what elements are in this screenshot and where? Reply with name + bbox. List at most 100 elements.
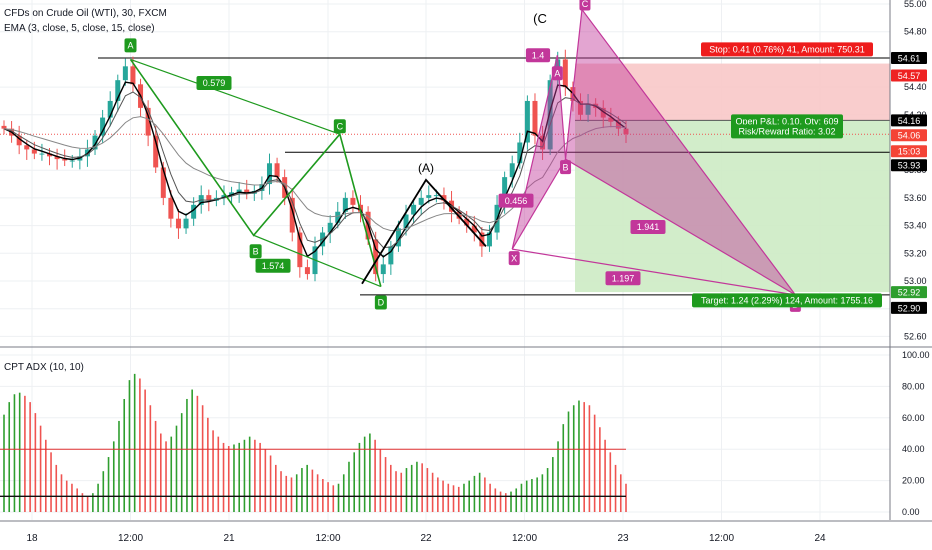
- candle[interactable]: [1, 125, 7, 129]
- point-label-c[interactable]: C: [337, 121, 344, 131]
- candle[interactable]: [69, 160, 75, 162]
- candle[interactable]: [532, 100, 538, 136]
- point-label-b2[interactable]: B: [563, 162, 569, 172]
- candle[interactable]: [168, 197, 174, 219]
- point-label-c2-box: [579, 0, 591, 11]
- abcd-ratio-line-ac: [130, 58, 341, 135]
- candle[interactable]: [175, 218, 181, 229]
- candle[interactable]: [54, 156, 60, 160]
- point-label-c2[interactable]: C: [582, 0, 589, 9]
- candle[interactable]: [153, 135, 159, 168]
- ratio-label-1941[interactable]: 1.941: [637, 222, 660, 232]
- target-label[interactable]: Target: 1.24 (2.29%) 124, Amount: 1755.1…: [701, 296, 873, 306]
- abcd-pattern-line[interactable]: [129, 58, 382, 287]
- candle[interactable]: [411, 204, 417, 215]
- candle[interactable]: [608, 117, 614, 122]
- candle[interactable]: [342, 197, 348, 212]
- candle[interactable]: [335, 211, 341, 223]
- candle[interactable]: [107, 100, 113, 118]
- wave-label-a[interactable]: (A): [418, 161, 434, 175]
- candle[interactable]: [479, 232, 485, 247]
- risk-reward-label-box: [731, 124, 843, 139]
- candle[interactable]: [403, 214, 409, 229]
- candle[interactable]: [229, 192, 235, 196]
- wave-abc-line[interactable]: [361, 178, 487, 285]
- candle[interactable]: [115, 80, 121, 101]
- candle[interactable]: [524, 100, 530, 143]
- risk-reward-label[interactable]: Risk/Reward Ratio: 3.02: [738, 127, 835, 137]
- candle[interactable]: [547, 80, 553, 150]
- candle[interactable]: [274, 163, 280, 178]
- candle[interactable]: [191, 204, 197, 219]
- candle[interactable]: [585, 103, 591, 115]
- candle[interactable]: [145, 107, 151, 136]
- ratio-label-1197[interactable]: 1.197: [612, 273, 635, 283]
- candle[interactable]: [380, 264, 386, 275]
- candle[interactable]: [266, 163, 272, 185]
- point-label-x[interactable]: X: [511, 253, 517, 263]
- candle[interactable]: [304, 267, 310, 275]
- candle[interactable]: [350, 197, 356, 205]
- candle[interactable]: [39, 153, 45, 155]
- candle[interactable]: [486, 232, 492, 247]
- adx-histogram[interactable]: [0, 373, 627, 512]
- candle[interactable]: [441, 195, 447, 201]
- stop-label[interactable]: Stop: 0.41 (0.76%) 41, Amount: 750.31: [709, 45, 865, 55]
- ratio-label-1574[interactable]: 1.574: [262, 261, 285, 271]
- candle[interactable]: [615, 121, 621, 129]
- candle[interactable]: [62, 159, 68, 161]
- point-label-a[interactable]: A: [127, 41, 133, 51]
- candle[interactable]: [395, 228, 401, 247]
- position-zones: [575, 63, 890, 293]
- candle[interactable]: [577, 100, 583, 115]
- point-label-b[interactable]: B: [253, 246, 259, 256]
- candle[interactable]: [502, 177, 508, 205]
- candle[interactable]: [471, 225, 477, 233]
- price-tag-box: [891, 114, 927, 127]
- candle[interactable]: [540, 135, 546, 150]
- candle[interactable]: [327, 222, 333, 233]
- candle[interactable]: [236, 189, 242, 193]
- candle[interactable]: [24, 145, 30, 150]
- ratio-label-0579[interactable]: 0.579: [203, 78, 226, 88]
- candle[interactable]: [418, 197, 424, 205]
- candle[interactable]: [456, 211, 462, 219]
- open-pl-label[interactable]: Open P&L: 0.10, Qty: 609: [735, 117, 838, 127]
- candle[interactable]: [623, 128, 629, 135]
- point-label-a2[interactable]: A: [554, 68, 560, 78]
- candle[interactable]: [92, 135, 98, 150]
- candle[interactable]: [297, 232, 303, 268]
- price-tick-label: 55.00: [904, 0, 927, 9]
- xd-ratio-line: [512, 248, 796, 296]
- candle[interactable]: [600, 107, 606, 118]
- candle[interactable]: [16, 135, 22, 146]
- candle[interactable]: [122, 66, 128, 81]
- candle[interactable]: [206, 195, 212, 201]
- candle[interactable]: [221, 195, 227, 198]
- candle[interactable]: [388, 246, 394, 265]
- ratio-label-0456[interactable]: 0.456: [505, 196, 528, 206]
- candle[interactable]: [160, 167, 166, 198]
- candle[interactable]: [289, 197, 295, 233]
- adx-tick-label: 0.00: [902, 507, 920, 517]
- candle[interactable]: [183, 218, 189, 229]
- candle[interactable]: [509, 163, 515, 178]
- ratio-label-14[interactable]: 1.4: [532, 50, 545, 60]
- candle[interactable]: [100, 117, 106, 136]
- point-label-d[interactable]: D: [378, 298, 385, 308]
- candle[interactable]: [130, 66, 136, 85]
- wave-label-c[interactable]: (C: [533, 11, 547, 26]
- candle[interactable]: [464, 218, 470, 226]
- candle[interactable]: [244, 189, 250, 194]
- bcd-triangle[interactable]: [564, 7, 796, 296]
- candle[interactable]: [562, 59, 568, 88]
- candle[interactable]: [31, 149, 37, 154]
- candle[interactable]: [517, 142, 523, 164]
- candle[interactable]: [47, 153, 53, 157]
- time-tick-label: 23: [617, 533, 629, 544]
- candle[interactable]: [373, 239, 379, 275]
- candle[interactable]: [433, 195, 439, 197]
- pattern-labels[interactable]: ABCD(A)(CXABCD0.5791.5741.40.4561.9411.1…: [124, 0, 883, 312]
- candle[interactable]: [426, 195, 432, 198]
